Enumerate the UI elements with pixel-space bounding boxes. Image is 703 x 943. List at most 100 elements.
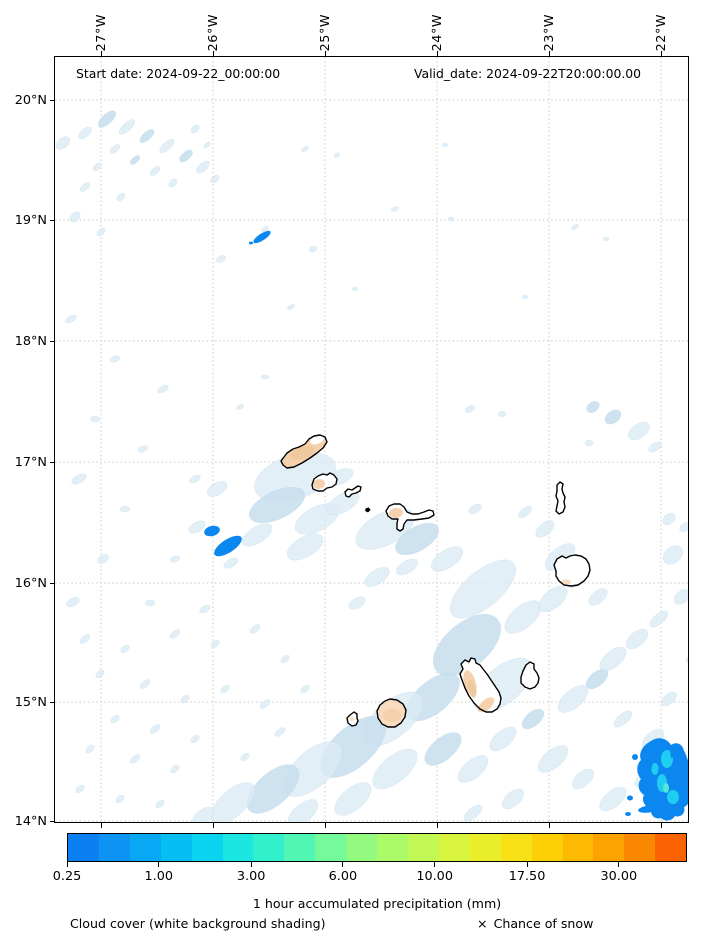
precipitation-layer bbox=[204, 230, 688, 821]
longitude-tick-label: 24°W bbox=[429, 4, 447, 51]
colorbar-segment bbox=[284, 834, 316, 861]
colorbar-tick-label: 1.00 bbox=[144, 869, 174, 884]
island-outline bbox=[520, 661, 540, 690]
cloud-patch bbox=[157, 384, 169, 394]
cloud-patch bbox=[584, 439, 594, 447]
colorbar-segment bbox=[68, 834, 99, 861]
colorbar-segment bbox=[531, 834, 563, 861]
terrain-shading bbox=[349, 717, 355, 721]
cloud-patch bbox=[92, 162, 102, 172]
cloud-patch bbox=[333, 152, 341, 158]
cloud-patch bbox=[169, 629, 181, 639]
cloud-patch bbox=[240, 752, 250, 762]
cloud-patch bbox=[241, 523, 273, 547]
cloud-patch bbox=[501, 788, 525, 810]
colorbar-segment bbox=[438, 834, 470, 861]
cloud-patch bbox=[449, 559, 517, 619]
snow-marker-icon: × bbox=[477, 916, 488, 931]
colorbar-segment bbox=[593, 834, 625, 861]
island-outline bbox=[459, 657, 502, 713]
island-outline bbox=[311, 472, 338, 492]
cloud-patch bbox=[571, 768, 595, 790]
island-fill bbox=[521, 662, 539, 689]
cloud-patch bbox=[210, 174, 220, 184]
cloud-shading-layer bbox=[55, 110, 688, 822]
cloud-patch bbox=[430, 546, 464, 572]
cloud-patch bbox=[248, 486, 306, 524]
terrain-shading bbox=[477, 697, 495, 713]
cloud-patch bbox=[129, 155, 141, 165]
terrain-shading bbox=[467, 680, 477, 698]
colorbar-segment bbox=[98, 834, 130, 861]
precipitation-patch bbox=[253, 230, 271, 244]
precipitation-patch bbox=[249, 241, 253, 245]
precipitation-patch bbox=[625, 812, 631, 816]
cloud-patch bbox=[497, 410, 507, 418]
terrain-shading bbox=[389, 507, 403, 519]
precipitation-patch bbox=[627, 795, 633, 801]
cloud-patch bbox=[557, 685, 589, 713]
colorbar-segment bbox=[377, 834, 408, 861]
longitude-tick-text: 26°W bbox=[206, 13, 221, 51]
cloud-patch bbox=[661, 691, 677, 707]
cloud-patch bbox=[260, 374, 270, 380]
cloud-patch bbox=[120, 644, 130, 654]
colorbar-segment bbox=[222, 834, 254, 861]
colorbar-tick-mark bbox=[526, 862, 528, 867]
cloud-patch bbox=[679, 521, 688, 533]
cloud-patch bbox=[196, 160, 210, 174]
legend-snow: × Chance of snow bbox=[477, 916, 593, 931]
cloud-patch bbox=[179, 149, 193, 163]
cloud-patch bbox=[280, 654, 290, 664]
latitude-tick-label: 19°N bbox=[14, 212, 47, 228]
precipitation-patch bbox=[661, 750, 673, 768]
latitude-tick-mark bbox=[49, 99, 55, 101]
cloud-patch bbox=[395, 558, 419, 576]
precipitation-patch bbox=[675, 809, 683, 815]
colorbar-tick-mark bbox=[618, 862, 620, 867]
island-outline bbox=[376, 698, 407, 728]
cloud-patch bbox=[55, 136, 71, 150]
cloud-patch bbox=[216, 255, 226, 263]
cloud-patch bbox=[71, 473, 87, 485]
island-outline bbox=[365, 507, 371, 513]
cloud-patch bbox=[97, 110, 117, 128]
cloud-patch bbox=[116, 192, 126, 202]
latitude-tick-label: 17°N bbox=[14, 454, 47, 470]
cloud-patch bbox=[97, 554, 109, 564]
cloud-patch bbox=[521, 708, 545, 730]
island-outline bbox=[346, 711, 359, 727]
cloud-patch bbox=[586, 401, 600, 413]
map-plot-area: Start date: 2024-09-22_00:00:00 Valid_da… bbox=[54, 56, 689, 823]
cloud-patch bbox=[75, 784, 85, 794]
colorbar-tick-label: 17.50 bbox=[508, 869, 546, 884]
longitude-tick-mark bbox=[661, 823, 662, 828]
cloud-patch bbox=[662, 545, 684, 565]
precipitation-patch bbox=[204, 525, 220, 537]
cloud-patch bbox=[599, 646, 627, 672]
cloud-patch bbox=[79, 182, 91, 192]
cloud-patch bbox=[69, 211, 81, 223]
start-date-title: Start date: 2024-09-22_00:00:00 bbox=[76, 66, 281, 81]
cloud-patch bbox=[274, 727, 286, 737]
cloud-patch bbox=[210, 639, 220, 649]
longitude-tick-label: 27°W bbox=[93, 4, 111, 51]
cloud-patch bbox=[613, 710, 633, 728]
colorbar-tick-label: 3.00 bbox=[236, 869, 266, 884]
cloud-patch bbox=[155, 799, 165, 809]
longitude-tick-mark bbox=[213, 823, 214, 828]
colorbar-tick-label: 10.00 bbox=[416, 869, 453, 884]
longitude-tick-text: 27°W bbox=[94, 13, 109, 51]
cloud-patch bbox=[468, 503, 482, 515]
cloud-patch bbox=[465, 405, 475, 413]
longitude-tick-mark bbox=[661, 51, 662, 56]
latitude-tick-label: 14°N bbox=[14, 813, 47, 829]
cloud-patch bbox=[628, 421, 650, 441]
colorbar-segment bbox=[191, 834, 223, 861]
island-outline bbox=[553, 554, 591, 587]
cloud-patch bbox=[441, 142, 449, 148]
cloud-patch bbox=[447, 216, 455, 222]
colorbar-segment bbox=[655, 834, 687, 861]
cloud-patch bbox=[395, 522, 439, 556]
cloud-patch bbox=[518, 505, 532, 519]
